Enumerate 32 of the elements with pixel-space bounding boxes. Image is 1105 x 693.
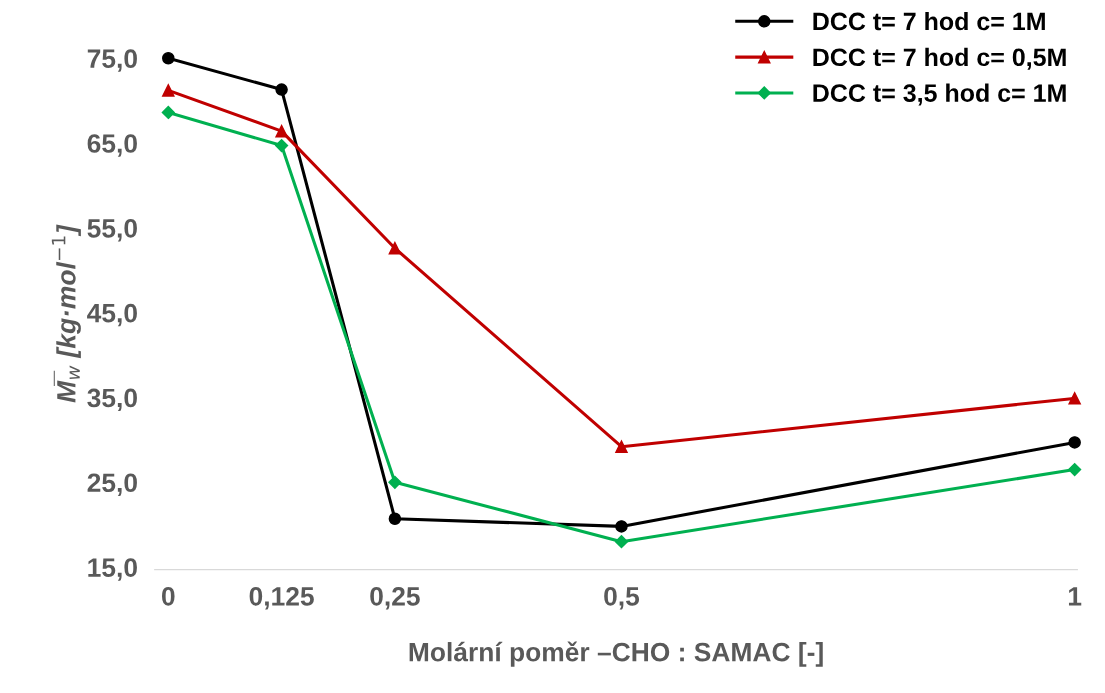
point bbox=[162, 51, 175, 65]
point bbox=[161, 105, 175, 120]
point bbox=[162, 84, 175, 97]
legend-label: DCC t= 7 hod c= 0,5M bbox=[813, 47, 1066, 70]
point bbox=[275, 83, 288, 96]
y-tick-label: 45,0 bbox=[87, 303, 137, 327]
x-tick-label: 0 bbox=[162, 587, 175, 606]
point bbox=[1068, 462, 1082, 477]
x-tick-label: 0,5 bbox=[604, 587, 640, 610]
point bbox=[275, 124, 288, 138]
y-axis-title: M̅$_{w}$ [kg·mol$^{−1}$] bbox=[51, 224, 81, 403]
y-tick-label: 55,0 bbox=[87, 218, 137, 242]
point bbox=[388, 512, 402, 526]
point bbox=[1068, 392, 1081, 405]
point bbox=[615, 440, 628, 453]
point bbox=[614, 535, 629, 549]
point bbox=[388, 241, 402, 255]
y-tick-label: 15,0 bbox=[88, 558, 137, 581]
point bbox=[275, 138, 289, 153]
point bbox=[1068, 436, 1081, 449]
x-tick-label: 0,25 bbox=[370, 587, 420, 610]
y-tick-label: 75,0 bbox=[87, 49, 137, 72]
x-tick-label: 1 bbox=[1068, 587, 1082, 606]
y-tick-label: 35,0 bbox=[87, 388, 137, 412]
x-axis-title: Molární poměr –CHO : SAMAC [-] bbox=[409, 641, 823, 667]
y-tick-label: 25,0 bbox=[87, 473, 137, 496]
point bbox=[388, 475, 402, 489]
x-tick-label: 0,125 bbox=[249, 587, 314, 610]
legend-label: DCC t= 7 hod c= 1M bbox=[813, 11, 1045, 31]
y-tick-label: 65,0 bbox=[87, 134, 137, 157]
legend-label: DCC t= 3,5 hod c= 1M bbox=[813, 83, 1066, 106]
point bbox=[615, 520, 628, 533]
